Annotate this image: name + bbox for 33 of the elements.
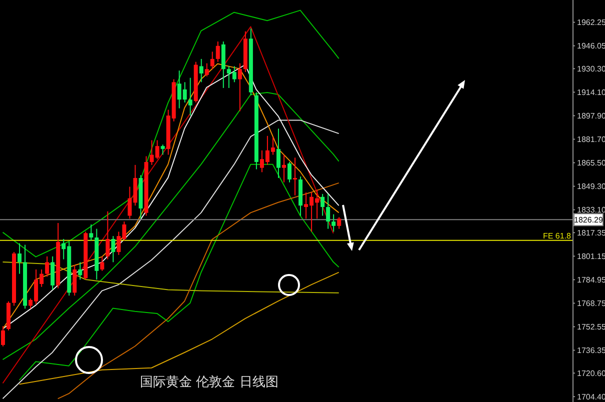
candlestick bbox=[288, 162, 292, 183]
candlestick bbox=[1, 326, 5, 347]
line-series bbox=[57, 182, 340, 400]
candlestick bbox=[72, 264, 77, 296]
candlestick bbox=[89, 224, 94, 241]
candlestick bbox=[238, 62, 242, 112]
candlestick bbox=[78, 262, 82, 280]
candlestick bbox=[111, 236, 116, 263]
line-series bbox=[2, 120, 340, 400]
candlestick bbox=[160, 144, 165, 156]
ref-line-label: 1826.29 bbox=[574, 216, 604, 225]
line-series bbox=[2, 10, 340, 258]
line-series bbox=[2, 262, 340, 294]
candlestick bbox=[204, 62, 209, 77]
candlestick bbox=[106, 210, 110, 260]
candlestick bbox=[199, 58, 204, 83]
candlestick bbox=[293, 157, 298, 196]
line-series bbox=[2, 92, 340, 360]
ref-line-label: FE 61.8 bbox=[542, 231, 572, 240]
candlestick bbox=[50, 256, 55, 290]
candlestick bbox=[337, 216, 342, 230]
candlestick bbox=[332, 214, 336, 232]
candlestick bbox=[188, 77, 192, 116]
candlestick bbox=[18, 242, 22, 274]
candlestick bbox=[216, 41, 220, 62]
candlestick bbox=[100, 256, 104, 272]
candlestick bbox=[45, 256, 50, 278]
candlestick bbox=[326, 193, 330, 230]
candlestick bbox=[276, 128, 280, 178]
text: 国际黄金 伦敦金 日线图 bbox=[140, 374, 278, 391]
candlestick bbox=[210, 51, 214, 70]
candlestick bbox=[282, 154, 286, 183]
candlestick bbox=[320, 193, 325, 216]
